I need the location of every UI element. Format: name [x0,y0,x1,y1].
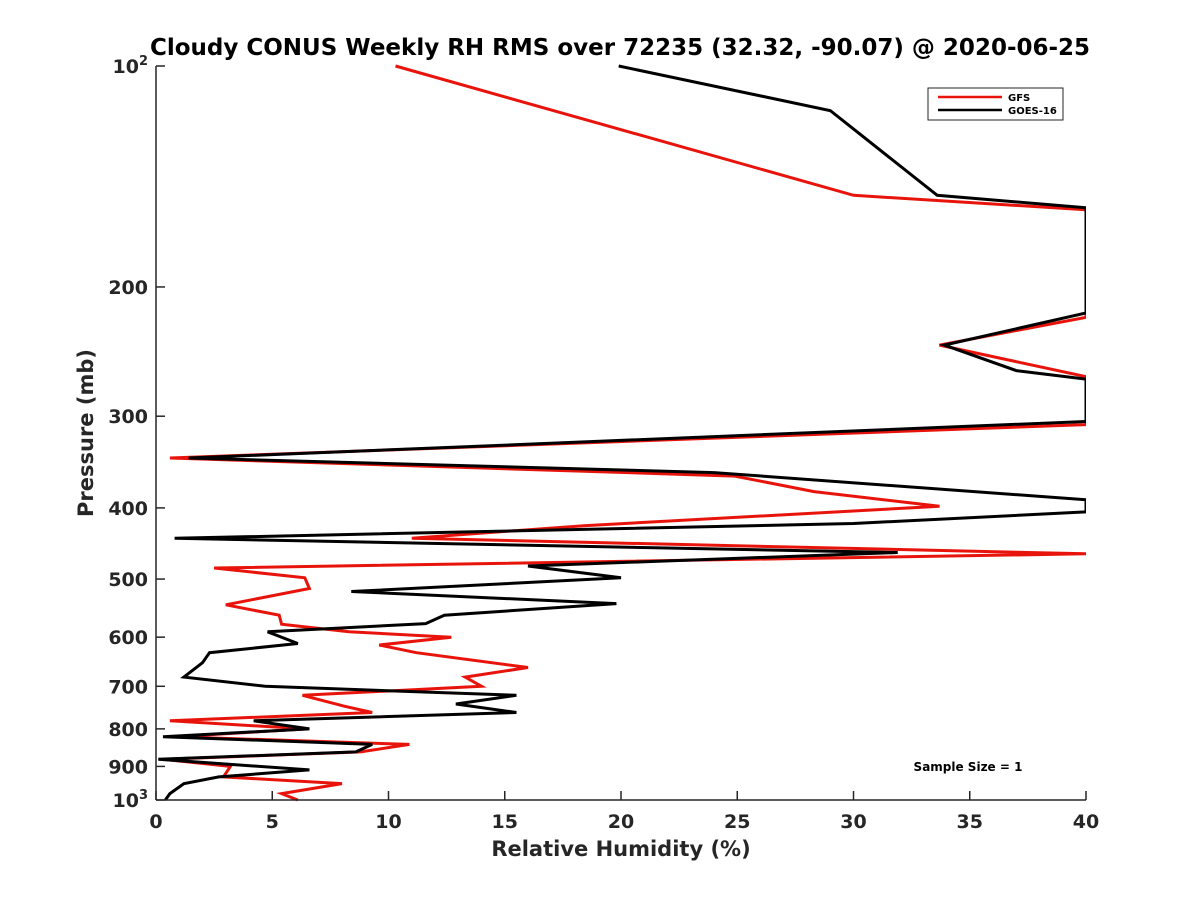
legend-label-goes16: GOES-16 [1008,106,1057,117]
series-layer [158,64,1086,802]
x-tick-label: 5 [266,811,279,833]
legend: GFS GOES-16 [927,87,1064,121]
x-tick-label: 20 [608,811,634,833]
y-tick-label: 900 [108,756,148,778]
y-tick-label: 400 [108,498,148,520]
series-line-goes16 [158,64,1086,801]
x-tick-label: 0 [149,811,162,833]
y-tick-label: 102 [113,54,149,78]
x-axis-label: Relative Humidity (%) [491,837,750,861]
y-tick-label: 500 [108,569,148,591]
x-tick-label: 40 [1073,811,1099,833]
y-axis-label: Pressure (mb) [74,349,98,517]
y-tick-label: 200 [108,277,148,299]
axes-layer [155,66,1086,801]
legend-box [927,87,1064,121]
legend-label-gfs: GFS [1008,93,1030,104]
x-tick-label: 15 [492,811,518,833]
y-tick-label: 103 [113,788,149,812]
y-tick-label: 700 [108,676,148,698]
y-tick-label: 300 [108,406,148,428]
ticks-layer: 0 5 10 15 20 25 30 35 40 102 200 300 400 500 600 700 800… [108,54,1099,833]
series-line-gfs [162,64,1086,802]
y-tick-label: 800 [108,719,148,741]
plot-area [156,66,1086,800]
sample-size-annotation: Sample Size = 1 [914,760,1023,774]
chart-title: Cloudy CONUS Weekly RH RMS over 72235 (3… [150,35,1090,61]
y-tick-label: 600 [108,627,148,649]
x-tick-label: 25 [724,811,750,833]
x-tick-label: 30 [840,811,866,833]
x-tick-label: 35 [957,811,983,833]
x-tick-label: 10 [375,811,401,833]
